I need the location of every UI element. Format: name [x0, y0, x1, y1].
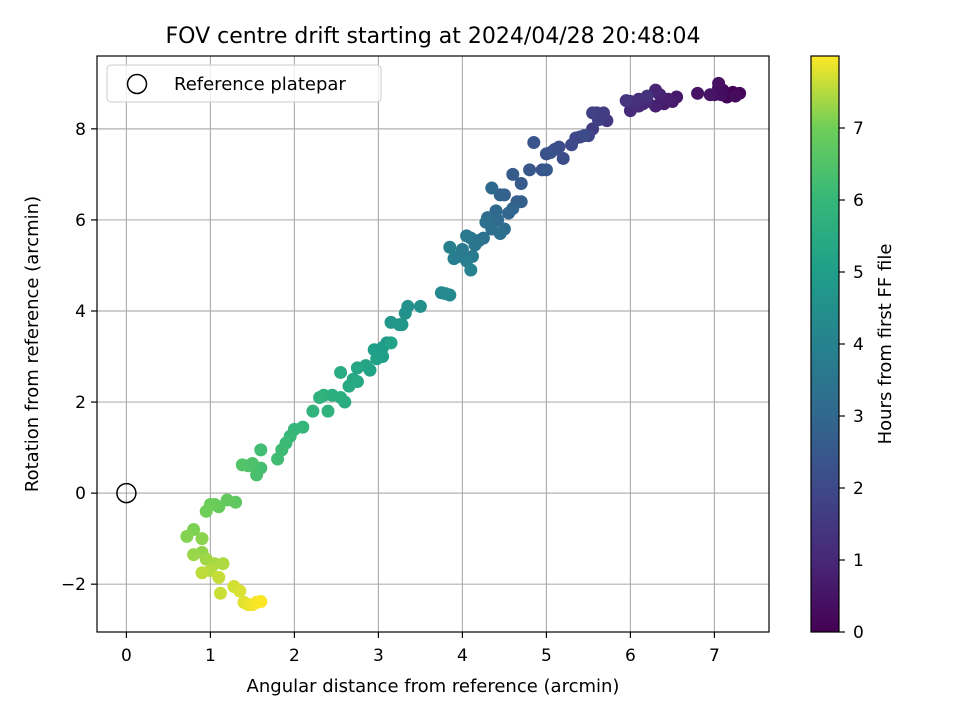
data-point — [187, 548, 201, 562]
data-point — [502, 206, 516, 220]
data-point — [213, 586, 227, 600]
data-point — [728, 89, 742, 103]
data-point — [235, 458, 249, 472]
axes-frame — [96, 55, 770, 633]
colorbar-label: Hours from first FF file — [875, 244, 896, 445]
data-point — [398, 306, 412, 320]
data-point — [195, 532, 209, 546]
data-point — [640, 89, 654, 103]
x-tick-label: 4 — [457, 646, 468, 666]
data-point — [180, 529, 194, 543]
x-tick-label: 0 — [121, 646, 132, 666]
data-point — [523, 163, 537, 177]
data-point — [195, 566, 209, 580]
y-axis-label: Rotation from reference (arcmin) — [22, 196, 43, 492]
y-tick-label: 2 — [75, 393, 86, 413]
legend-box — [106, 64, 382, 103]
data-point — [514, 176, 528, 190]
data-point — [413, 299, 427, 313]
x-axis-ticks: 0 1 2 3 4 5 6 7 — [121, 632, 720, 666]
data-point — [439, 287, 453, 301]
y-tick-label: −2 — [61, 575, 86, 595]
data-point — [577, 129, 591, 143]
legend-marker — [126, 73, 148, 95]
data-point — [493, 227, 507, 241]
data-point — [565, 138, 579, 152]
data-point — [334, 365, 348, 379]
data-point — [306, 404, 320, 418]
data-point — [233, 584, 247, 598]
y-tick-label: 4 — [75, 302, 86, 322]
grid-lines — [97, 56, 769, 632]
data-point — [447, 252, 461, 266]
data-point — [254, 443, 268, 457]
colorbar — [810, 55, 840, 633]
data-point — [313, 391, 327, 405]
colorbar-tick-label: 1 — [853, 551, 864, 571]
data-point — [539, 163, 553, 177]
data-point — [384, 315, 398, 329]
colorbar-tick-label: 5 — [853, 263, 864, 283]
reference-platepar-marker — [116, 482, 137, 504]
data-point — [370, 352, 384, 366]
x-tick-label: 7 — [709, 646, 720, 666]
x-tick-label: 6 — [625, 646, 636, 666]
data-point — [250, 468, 264, 482]
data-point — [321, 404, 335, 418]
data-point — [506, 167, 520, 181]
y-tick-label: 8 — [75, 120, 86, 140]
colorbar-tick-label: 2 — [853, 479, 864, 499]
x-axis-label: Angular distance from reference (arcmin) — [247, 676, 620, 697]
x-tick-label: 5 — [541, 646, 552, 666]
data-point — [479, 215, 493, 229]
chart-title: FOV centre drift starting at 2024/04/28 … — [166, 24, 701, 49]
data-point — [712, 76, 726, 90]
x-tick-label: 3 — [373, 646, 384, 666]
data-point — [691, 86, 705, 100]
x-tick-label: 2 — [289, 646, 300, 666]
data-point — [539, 147, 553, 161]
y-axis-ticks: −2 0 2 4 6 8 — [61, 120, 97, 595]
data-point — [527, 136, 541, 150]
data-point — [350, 361, 364, 375]
data-point — [216, 557, 230, 571]
data-point — [384, 336, 398, 350]
colorbar-ticks: 0 1 2 3 4 5 6 7 — [839, 119, 864, 643]
data-point — [212, 570, 226, 584]
data-point — [342, 379, 356, 393]
x-tick-label: 1 — [205, 646, 216, 666]
colorbar-tick-label: 4 — [853, 335, 864, 355]
data-point — [464, 263, 478, 277]
data-point — [199, 504, 213, 518]
y-tick-label: 0 — [75, 484, 86, 504]
colorbar-tick-label: 3 — [853, 407, 864, 427]
colorbar-tick-label: 6 — [853, 191, 864, 211]
data-point — [485, 181, 499, 195]
data-point — [395, 318, 409, 332]
legend-entry: Reference platepar — [174, 74, 346, 95]
data-point — [556, 151, 570, 165]
data-point — [271, 452, 285, 466]
colorbar-tick-label: 0 — [853, 623, 864, 643]
scatter-points — [180, 76, 747, 612]
data-point — [254, 594, 268, 608]
data-point — [619, 94, 633, 108]
y-tick-label: 6 — [75, 211, 86, 231]
data-point — [460, 229, 474, 243]
data-point — [703, 88, 717, 102]
colorbar-tick-label: 7 — [853, 119, 864, 139]
data-point — [586, 106, 600, 120]
legend: Reference platepar — [106, 64, 382, 103]
data-point — [443, 240, 457, 254]
